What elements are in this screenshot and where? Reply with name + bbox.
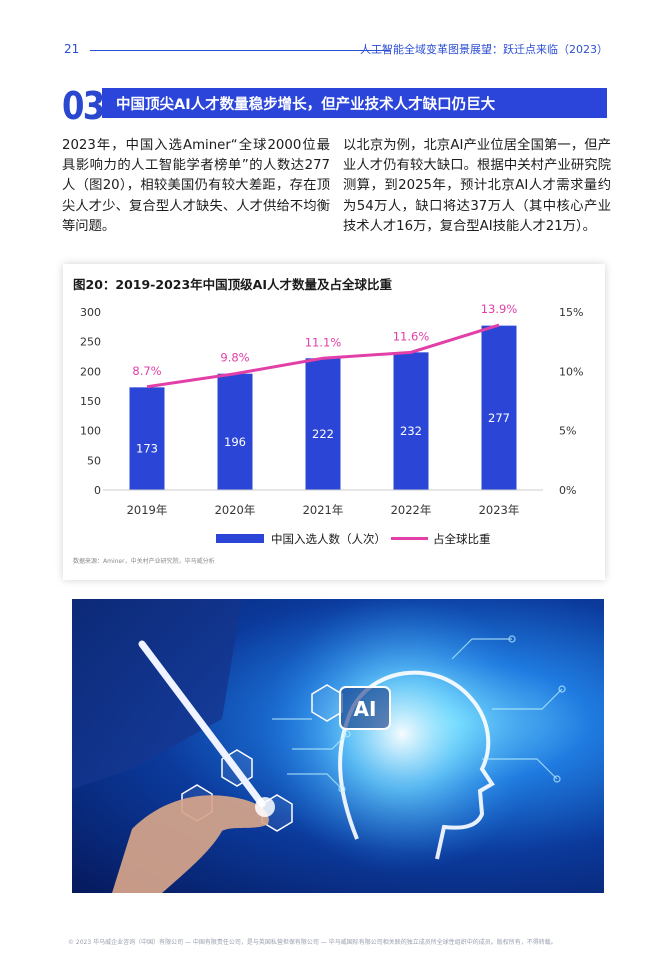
document-title: 人工智能全域变革图景展望：跃迁点来临（2023）	[360, 43, 608, 56]
left-axis-tick: 50	[87, 454, 101, 467]
bar-value-label: 277	[488, 411, 510, 425]
bar	[217, 373, 253, 490]
left-axis-tick: 100	[80, 425, 101, 438]
line-value-label: 8.7%	[132, 364, 161, 378]
ai-illustration-graphic: AI	[72, 599, 566, 893]
section-title: 中国顶尖AI人才数量稳步增长，但产业技术人才缺口仍巨大	[116, 97, 496, 113]
left-axis-tick: 250	[80, 336, 101, 349]
body-paragraph-left: 2023年，中国入选Aminer“全球2000位最具影响力的人工智能学者榜单”的…	[62, 138, 330, 234]
chart-source: 数据来源：Aminer，中关村产业研究院，毕马威分析	[73, 557, 215, 565]
ai-badge-label: AI	[354, 697, 377, 721]
legend-bar-swatch	[216, 534, 264, 543]
ai-illustration: AI	[72, 599, 604, 893]
body-paragraph-right: 以北京为例，北京AI产业位居全国第一，但产业人才仍有较大缺口。根据中关村产业研究…	[343, 138, 611, 234]
line-value-label: 9.8%	[220, 351, 249, 365]
bar-value-label: 222	[312, 427, 334, 441]
right-axis-tick: 10%	[559, 365, 583, 378]
section-heading-bar: 中国顶尖AI人才数量稳步增长，但产业技术人才缺口仍巨大	[102, 88, 607, 118]
x-axis-label: 2021年	[303, 503, 344, 517]
chart-title: 图20：2019-2023年中国顶级AI人才数量及占全球比重	[73, 277, 392, 292]
pen-tip-glow	[255, 797, 275, 817]
legend-line-label: 占全球比重	[433, 532, 491, 546]
right-axis-tick: 0%	[559, 484, 576, 497]
left-axis-tick: 200	[80, 365, 101, 378]
x-axis-label: 2019年	[127, 503, 168, 517]
circuit-lines	[272, 635, 566, 793]
line-value-label: 13.9%	[481, 302, 518, 316]
bar-value-label: 232	[400, 424, 422, 438]
section-number: 03	[62, 84, 105, 128]
bar	[129, 387, 165, 490]
stylus-pen-icon	[138, 640, 266, 808]
suit-sleeve-shape	[72, 599, 242, 789]
right-axis-tick: 5%	[559, 425, 576, 438]
header-rule	[90, 50, 390, 51]
page-header: 21 人工智能全域变革图景展望：跃迁点来临（2023）	[0, 40, 670, 60]
left-axis-tick: 0	[94, 484, 101, 497]
x-axis-label: 2023年	[479, 503, 520, 517]
hand-shape	[112, 795, 269, 893]
left-axis-tick: 150	[80, 395, 101, 408]
share-line	[146, 323, 500, 389]
combo-chart: 图20：2019-2023年中国顶级AI人才数量及占全球比重 0 50 100 150…	[73, 277, 583, 565]
left-axis-tick: 300	[80, 306, 101, 319]
x-axis-label: 2022年	[391, 503, 432, 517]
line-value-label: 11.1%	[305, 335, 342, 349]
chart-card: 图20：2019-2023年中国顶级AI人才数量及占全球比重 0 50 100 150…	[63, 264, 605, 580]
legend-bar-label: 中国入选人数（人次）	[271, 532, 386, 546]
bar	[393, 352, 429, 490]
x-axis-label: 2020年	[215, 503, 256, 517]
right-axis-tick: 15%	[559, 306, 583, 319]
bar	[305, 358, 341, 490]
ai-badge: AI	[339, 686, 391, 730]
bar	[481, 325, 517, 490]
line-value-label: 11.6%	[393, 329, 430, 343]
head-glow	[262, 599, 542, 874]
page-number: 21	[64, 42, 80, 56]
chart-legend: 中国入选人数（人次） 占全球比重	[216, 532, 491, 546]
bar-value-label: 173	[136, 442, 158, 456]
page-footer: © 2023 毕马威企业咨询（中国）有限公司 — 中国有限责任公司，是与英国私营…	[68, 939, 557, 946]
head-silhouette-icon	[338, 670, 495, 860]
bar-value-label: 196	[224, 435, 246, 449]
